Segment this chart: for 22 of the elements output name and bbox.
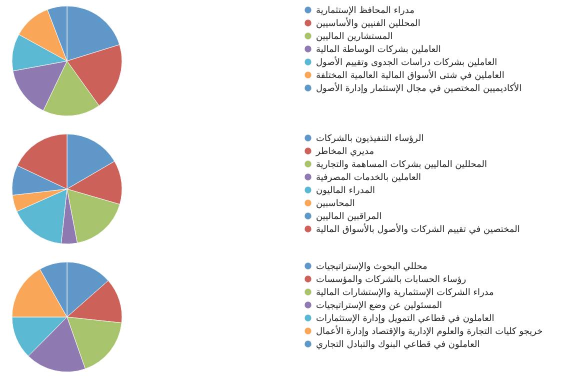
- legend-label: العاملون في قطاعي التمويل وإدارة الإستثمارات: [316, 314, 494, 324]
- legend-label: مدراء المحافظ الإستثمارية: [316, 6, 415, 16]
- legend-label: الرؤساء التنفيذيون بالشركات: [316, 134, 424, 144]
- legend-label: المختصين في تقييم الشركات والأصول بالأسواق المالية: [316, 223, 520, 235]
- legend-label: المسئولين عن وضع الإستراتيجيات: [316, 301, 442, 311]
- legend-label: المراقبين الماليين: [316, 212, 382, 222]
- legend-label: العاملون في قطاعي البنوك والتبادل التجاري: [316, 340, 480, 350]
- legend-label: العاملين في شتى الأسواق المالية العالمية المختلفة: [316, 69, 504, 81]
- legend-label: المدراء الماليون: [316, 186, 376, 196]
- legend-label: العاملين بشركات دراسات الجدوى وتقييم الأصول: [316, 56, 498, 68]
- legend-label: المستشارين الماليين: [316, 32, 393, 42]
- legend-label: رؤساء الحسابات بالشركات والمؤسسات: [316, 275, 466, 285]
- legend-label: المحللين الماليين بشركات المساهمة والتجارية: [316, 160, 487, 170]
- legend-label: محللي البحوث والإستراتيجيات: [316, 262, 428, 272]
- legend-label: المحاسبين: [316, 199, 355, 209]
- legend-label: المحللين الفنيين والأساسيين: [316, 17, 420, 29]
- legend-label: العاملين بشركات الوساطة المالية: [316, 45, 441, 55]
- legend-label: خريجو كليات التجارة والعلوم الإدارية والإقتصاد وإدارة الأعمال: [316, 325, 543, 337]
- legend-label: مدراء الشركات الإستثمارية والإستشارات المالية: [316, 288, 494, 298]
- legend-label: مديري المخاطر: [315, 147, 374, 157]
- legend-label: العاملين بالخدمات المصرفية: [316, 173, 422, 183]
- legend-label: الأكاديميين المختصين في مجال الإستثمار وإدارة الأصول: [316, 82, 522, 94]
